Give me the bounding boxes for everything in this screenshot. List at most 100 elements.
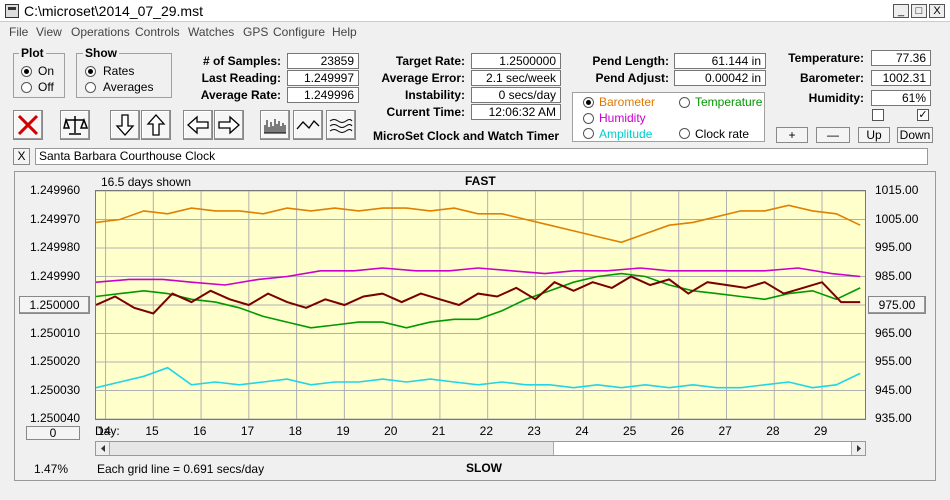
series-selector <box>572 92 765 142</box>
clock-rate-option[interactable]: Clock rate <box>695 127 750 141</box>
close-window-button[interactable]: X <box>929 4 945 18</box>
barometer-option[interactable]: Barometer <box>599 95 656 109</box>
arrow-right-icon <box>218 115 240 135</box>
menu-view[interactable]: View <box>36 25 62 39</box>
right-checkbox[interactable]: ✓ <box>917 109 929 121</box>
baro-center-button[interactable]: 975.00 <box>868 296 926 314</box>
arrow-down-button[interactable] <box>110 110 140 140</box>
menu-operations[interactable]: Operations <box>71 25 130 39</box>
day-tick-label: 23 <box>527 424 541 438</box>
scroll-thumb[interactable] <box>110 442 554 455</box>
temperature-label: Temperature: <box>788 51 864 65</box>
pend-adjust-value: 0.00042 in <box>674 70 766 86</box>
maximize-button[interactable]: □ <box>911 4 927 18</box>
target-rate-value[interactable]: 1.2500000 <box>471 53 561 69</box>
percent-label: 1.47% <box>34 462 69 476</box>
balance-button[interactable] <box>60 110 90 140</box>
clock-name-field[interactable]: Santa Barbara Courthouse Clock <box>35 148 928 165</box>
minimize-button[interactable]: _ <box>893 4 909 18</box>
plot-on-label: On <box>38 64 55 78</box>
menu-gps[interactable]: GPS <box>243 25 269 39</box>
slow-label: SLOW <box>466 461 502 475</box>
humidity-value: 61% <box>871 90 931 106</box>
arrow-down-icon <box>115 114 135 136</box>
barometer-radio[interactable] <box>583 97 594 108</box>
clock-rate-radio[interactable] <box>679 128 690 139</box>
humidity-label: Humidity: <box>808 91 864 105</box>
day-tick-label: 15 <box>145 424 159 438</box>
menu-controls[interactable]: Controls <box>135 25 180 39</box>
pend-length-label: Pend Length: <box>592 54 669 68</box>
day-tick-label: 20 <box>384 424 398 438</box>
show-averages-radio[interactable] <box>85 82 96 93</box>
day-prefix: Day: <box>95 424 120 438</box>
left-checkbox[interactable] <box>872 109 884 121</box>
bar-view-button[interactable] <box>260 110 290 140</box>
arrow-right-button[interactable] <box>214 110 244 140</box>
humidity-radio[interactable] <box>583 113 594 124</box>
series-line-4 <box>96 366 861 389</box>
app-icon <box>5 4 19 18</box>
amplitude-option[interactable]: Amplitude <box>599 127 653 141</box>
plot-off-radio[interactable] <box>21 82 32 93</box>
temperature-option[interactable]: Temperature <box>695 95 763 109</box>
scroll-right-icon <box>857 445 861 452</box>
right-tick-label: 955.00 <box>875 354 912 368</box>
last-reading-value: 1.249997 <box>287 70 359 86</box>
scroll-left-icon <box>101 445 105 452</box>
day-tick-label: 27 <box>718 424 732 438</box>
plot-group-label: Plot <box>19 46 46 60</box>
pend-length-value: 61.144 in <box>674 53 766 69</box>
left-tick-label: 1.249970 <box>30 211 81 226</box>
show-group <box>76 53 172 98</box>
day-tick-label: 25 <box>622 424 637 438</box>
menu-watches[interactable]: Watches <box>188 25 235 39</box>
scroll-right-arrow[interactable] <box>851 442 865 455</box>
plot-on-radio[interactable] <box>21 66 32 77</box>
line-view-button[interactable] <box>293 110 323 140</box>
clear-data-button[interactable] <box>13 110 43 140</box>
series-line-0 <box>96 204 861 244</box>
left-tick-label: 1.250020 <box>30 354 81 368</box>
app-caption: MicroSet Clock and Watch Timer <box>373 129 560 143</box>
smooth-view-button[interactable] <box>326 110 356 140</box>
grid-note: Each grid line = 0.691 secs/day <box>97 462 265 476</box>
menu-file[interactable]: File <box>9 25 29 39</box>
day-tick-label: 29 <box>814 424 828 438</box>
right-tick-label: 995.00 <box>875 240 912 254</box>
temperature-radio[interactable] <box>679 97 690 108</box>
series-line-2 <box>96 272 861 329</box>
days-shown-label: 16.5 days shown <box>101 175 192 189</box>
humidity-option[interactable]: Humidity <box>599 111 646 125</box>
series-line-3 <box>96 275 861 315</box>
rate-center-button[interactable]: 1.250000 <box>19 296 90 314</box>
wavy-lines-icon <box>329 119 353 133</box>
plot-area[interactable] <box>95 190 866 420</box>
average-error-label: Average Error: <box>381 71 465 85</box>
menu-help[interactable]: Help <box>332 25 357 39</box>
barometer-value: 1002.31 <box>871 70 931 86</box>
instability-label: Instability: <box>404 88 465 102</box>
scale-minus-button[interactable]: — <box>816 127 850 143</box>
offset-button[interactable]: 0 <box>26 426 80 440</box>
window-title: C:\microset\2014_07_29.mst <box>24 3 203 19</box>
arrow-left-button[interactable] <box>183 110 213 140</box>
scroll-left-arrow[interactable] <box>96 442 110 455</box>
show-averages-label: Averages <box>103 80 154 94</box>
scroll-up-button[interactable]: Up <box>858 127 890 143</box>
left-tick-label: 1.249960 <box>30 183 81 197</box>
horizontal-scrollbar[interactable] <box>95 441 866 456</box>
amplitude-radio[interactable] <box>583 128 594 139</box>
arrow-up-button[interactable] <box>141 110 171 140</box>
menu-configure[interactable]: Configure <box>273 25 326 39</box>
scale-plus-button[interactable]: + <box>776 127 808 143</box>
temperature-value: 77.36 <box>871 50 931 66</box>
scroll-down-button[interactable]: Down <box>897 127 933 143</box>
right-tick-label: 965.00 <box>875 325 912 340</box>
clear-name-button[interactable]: X <box>13 148 30 165</box>
day-tick-label: 24 <box>575 424 589 438</box>
show-rates-radio[interactable] <box>85 66 96 77</box>
right-tick-label: 945.00 <box>875 382 912 397</box>
target-rate-label: Target Rate: <box>395 54 465 68</box>
left-tick-label: 1.249980 <box>30 240 81 254</box>
